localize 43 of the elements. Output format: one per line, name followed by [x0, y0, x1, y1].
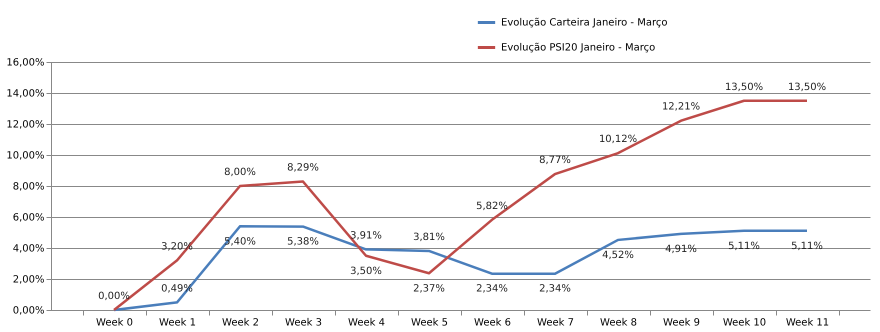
- data-label: 2,37%: [413, 283, 445, 294]
- data-label: 10,12%: [598, 134, 638, 146]
- x-tick-label: Week 4: [348, 318, 385, 328]
- data-label: 5,11%: [728, 240, 760, 252]
- y-tick-label: 4,00%: [12, 244, 44, 254]
- x-tick-label: Week 5: [411, 318, 448, 328]
- y-tick-label: 16,00%: [6, 58, 44, 68]
- x-tick-label: Week 6: [474, 318, 511, 328]
- x-tick-label: Week 0: [96, 318, 133, 328]
- x-tick-label: Week 2: [222, 318, 259, 328]
- x-tick-label: Week 8: [600, 318, 637, 328]
- data-label: 2,34%: [539, 284, 571, 295]
- data-label: 13,50%: [724, 82, 764, 93]
- data-label: 3,91%: [350, 230, 382, 242]
- data-label: 12,21%: [662, 102, 700, 113]
- data-label: 5,11%: [791, 240, 823, 252]
- data-label: 4,91%: [665, 244, 697, 255]
- y-tick-label: 10,00%: [6, 150, 44, 162]
- y-tick-label: 0,00%: [12, 306, 44, 316]
- data-label: 2,34%: [476, 284, 508, 295]
- data-label: 3,81%: [413, 232, 445, 243]
- y-tick-label: 2,00%: [12, 274, 44, 286]
- data-label: 4,52%: [602, 250, 634, 261]
- data-label: 3,50%: [350, 266, 382, 277]
- legend-label: Evolução Carteira Janeiro - Março: [501, 18, 668, 28]
- y-tick-label: 12,00%: [6, 120, 44, 130]
- data-label: 0,00%: [98, 291, 130, 302]
- x-tick-label: Week 1: [159, 318, 196, 328]
- x-tick-label: Week 10: [722, 318, 766, 328]
- x-tick-label: Week 9: [663, 318, 700, 328]
- data-label: 13,50%: [788, 82, 826, 93]
- data-label: 5,38%: [287, 236, 319, 248]
- data-label: 8,29%: [287, 162, 319, 174]
- y-tick-label: 6,00%: [12, 212, 44, 224]
- y-tick-label: 14,00%: [6, 88, 44, 100]
- x-tick-label: Week 3: [285, 318, 322, 328]
- data-label: 5,82%: [476, 200, 508, 212]
- legend-label: Evolução PSI20 Janeiro - Março: [501, 42, 656, 54]
- y-tick-label: 8,00%: [12, 182, 44, 192]
- data-label: 8,77%: [539, 155, 571, 166]
- data-label: 8,00%: [224, 167, 256, 178]
- x-tick-label: Week 7: [537, 318, 574, 328]
- x-tick-label: Week 11: [786, 318, 830, 328]
